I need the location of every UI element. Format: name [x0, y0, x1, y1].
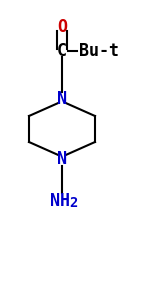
- Text: N: N: [57, 150, 67, 168]
- Text: N: N: [57, 90, 67, 108]
- Text: NH: NH: [50, 192, 70, 210]
- Text: O: O: [57, 18, 67, 36]
- Text: C: C: [57, 42, 67, 60]
- Text: 2: 2: [69, 196, 77, 210]
- Text: Bu-t: Bu-t: [79, 42, 119, 60]
